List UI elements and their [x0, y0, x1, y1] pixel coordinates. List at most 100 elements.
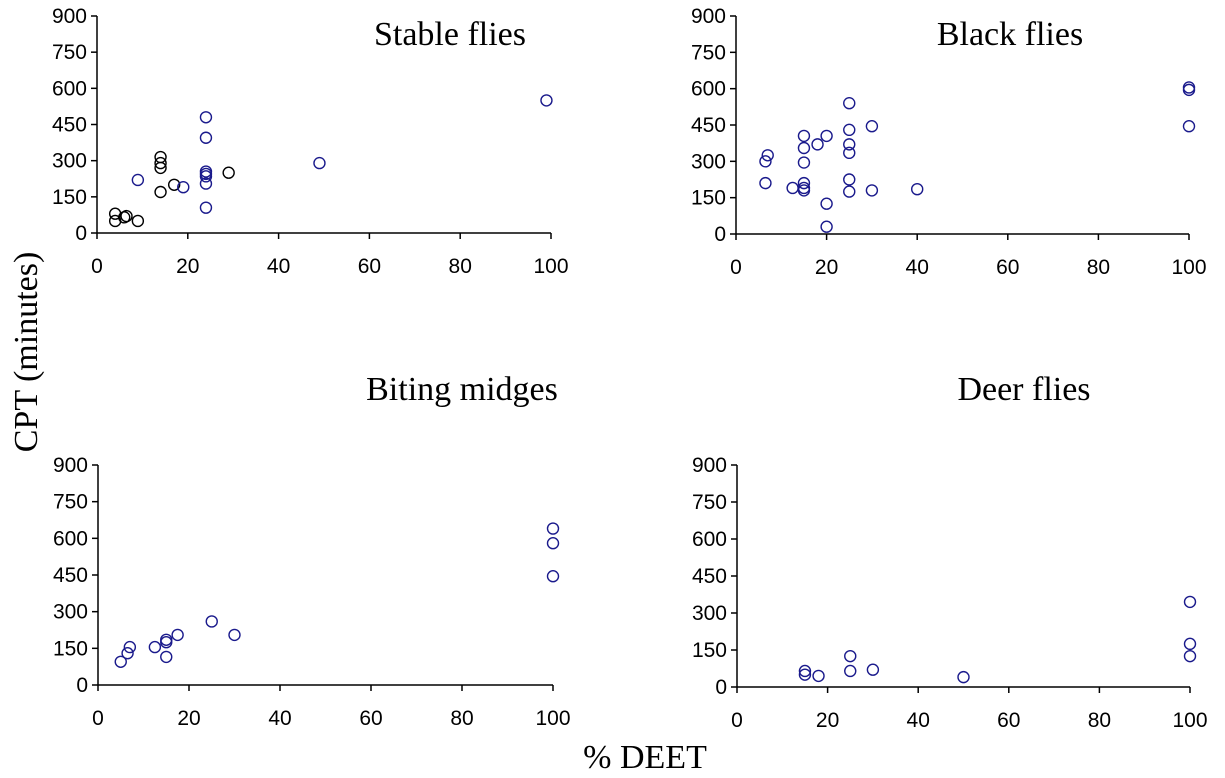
data-point [797, 129, 811, 143]
data-point [759, 176, 772, 190]
data-point [797, 176, 811, 190]
data-point [957, 670, 970, 684]
panel-title: Stable flies [374, 16, 526, 53]
data-point [1182, 120, 1196, 133]
panel-title: Deer flies [957, 371, 1090, 408]
data-point [820, 197, 833, 210]
x-tick-label: 100 [535, 707, 570, 730]
data-point [177, 180, 190, 194]
data-point [546, 537, 560, 550]
y-tick-label: 900 [53, 454, 88, 477]
data-point [811, 138, 824, 151]
y-tick-label: 150 [692, 639, 727, 662]
data-point [820, 129, 833, 143]
data-point [786, 181, 799, 195]
data-point [199, 111, 213, 124]
panel-title: Black flies [937, 16, 1083, 53]
data-point [797, 141, 811, 155]
data-point [865, 184, 879, 197]
data-point [540, 94, 553, 107]
y-tick-label: 450 [692, 565, 727, 588]
data-point [546, 522, 560, 535]
y-tick-label: 600 [691, 78, 726, 101]
data-point [911, 182, 924, 196]
data-point [1183, 595, 1197, 609]
y-axis-title: CPT (minutes) [8, 252, 45, 453]
data-point [820, 220, 833, 233]
y-tick-label: 600 [52, 77, 87, 100]
data-point [843, 146, 856, 160]
x-tick-label: 0 [92, 707, 104, 730]
scatter-panel: Deer flies 0 150 300 450 600 750 900 0 20 40 60 80 10… [692, 371, 1208, 732]
y-tick-label: 0 [715, 676, 727, 699]
y-tick-label: 750 [53, 491, 88, 514]
data-point [228, 628, 241, 642]
data-point [167, 178, 181, 191]
scatter-panel: Biting midges 0 150 300 450 600 750 900 0 20 40 60 8… [53, 371, 571, 730]
x-tick-label: 60 [358, 255, 381, 278]
scatter-panel: Stable flies 0 150 300 450 600 750 900 0 20 40 60 80… [52, 5, 569, 278]
data-point [1183, 649, 1197, 663]
panel-title: Biting midges [366, 371, 558, 408]
y-tick-label: 0 [76, 674, 88, 697]
x-tick-label: 60 [996, 256, 1019, 279]
y-tick-label: 300 [692, 602, 727, 625]
x-tick-label: 20 [176, 255, 199, 278]
data-point [843, 185, 856, 198]
y-tick-label: 750 [52, 41, 87, 64]
scatter-panel: Black flies 0 150 300 450 600 750 900 0 20 40 60 80 1… [691, 5, 1207, 279]
data-point [131, 214, 145, 228]
data-point [812, 669, 825, 683]
data-point [123, 640, 137, 654]
x-tick-label: 40 [906, 256, 929, 279]
y-tick-label: 900 [52, 5, 87, 28]
y-tick-label: 300 [52, 150, 87, 173]
y-tick-label: 150 [52, 186, 87, 209]
x-tick-label: 80 [1087, 256, 1110, 279]
x-tick-label: 40 [268, 707, 291, 730]
data-point [199, 201, 213, 214]
data-point [160, 633, 173, 646]
data-point [121, 647, 134, 660]
x-tick-label: 60 [359, 707, 382, 730]
x-tick-label: 100 [1171, 256, 1206, 279]
y-tick-label: 300 [53, 601, 88, 624]
x-tick-label: 100 [533, 255, 568, 278]
data-point [160, 636, 173, 649]
y-tick-label: 600 [692, 528, 727, 551]
data-point [199, 177, 213, 190]
data-point [546, 570, 560, 583]
data-point [844, 649, 857, 663]
x-tick-label: 0 [91, 255, 103, 278]
data-point [222, 166, 235, 179]
data-point [761, 149, 774, 162]
data-point [797, 156, 811, 169]
data-point [171, 628, 184, 642]
x-tick-label: 20 [816, 709, 839, 732]
y-tick-label: 600 [53, 527, 88, 550]
data-point [843, 123, 856, 137]
y-tick-label: 450 [52, 114, 87, 137]
data-point [1182, 81, 1196, 94]
data-point [759, 155, 772, 168]
data-point [131, 173, 145, 187]
x-tick-label: 20 [815, 256, 838, 279]
data-point [120, 209, 133, 223]
data-point [154, 161, 167, 175]
data-point [798, 668, 812, 681]
data-point [865, 120, 879, 133]
y-tick-label: 900 [692, 454, 727, 477]
y-tick-label: 150 [691, 187, 726, 210]
y-tick-label: 0 [714, 223, 726, 246]
x-tick-label: 60 [997, 709, 1020, 732]
data-point [843, 173, 856, 186]
data-point [114, 655, 127, 668]
data-point [797, 184, 811, 197]
data-point [199, 170, 213, 183]
y-tick-label: 450 [691, 114, 726, 137]
x-tick-label: 40 [267, 255, 290, 278]
data-point [160, 650, 173, 664]
data-point [1182, 83, 1196, 97]
x-tick-label: 80 [450, 707, 473, 730]
